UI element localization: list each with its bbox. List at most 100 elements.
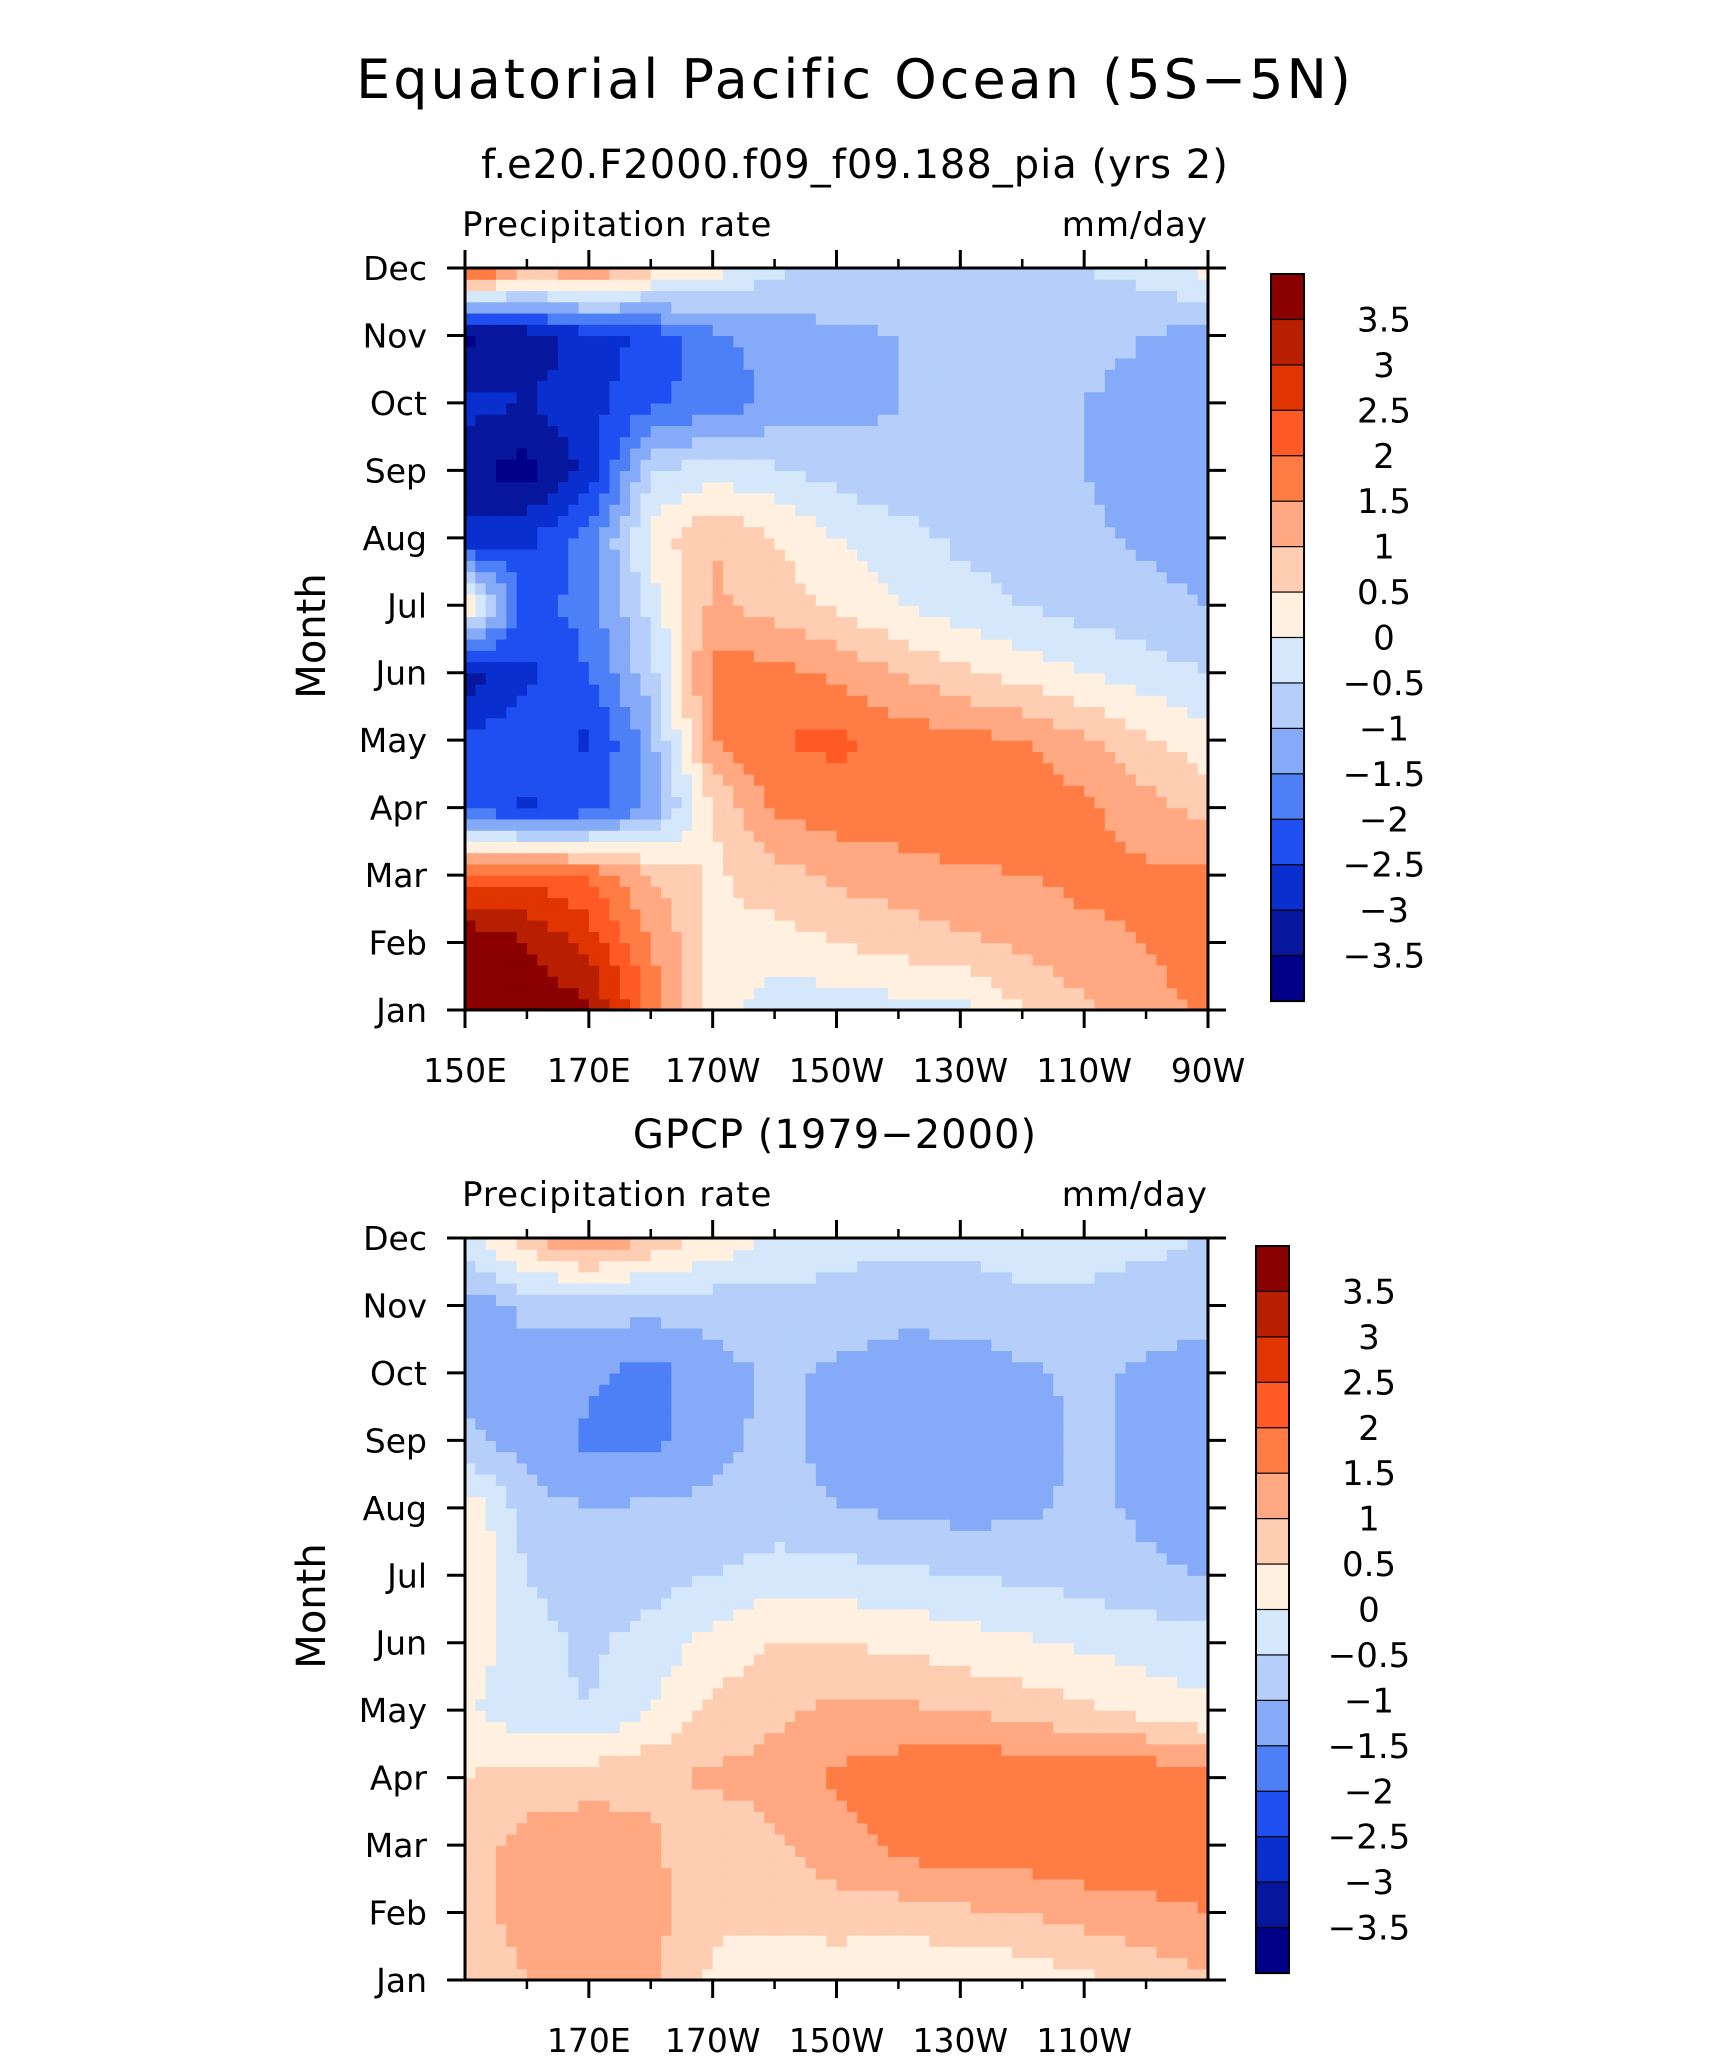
contour-cell <box>609 807 621 820</box>
contour-cell <box>1073 526 1085 539</box>
contour-cell <box>1022 605 1034 618</box>
contour-cell <box>991 908 1003 921</box>
contour-cell <box>568 807 580 820</box>
contour-cell <box>774 717 786 730</box>
contour-cell <box>960 773 972 786</box>
contour-cell <box>526 942 538 955</box>
contour-cell <box>1084 470 1096 483</box>
contour-cell <box>980 492 992 505</box>
contour-cell <box>671 841 683 854</box>
contour-cell <box>1115 582 1127 595</box>
contour-cell <box>650 357 662 370</box>
contour-cell <box>1094 875 1106 887</box>
contour-cell <box>950 830 961 842</box>
contour-cell <box>722 481 734 494</box>
contour-cell <box>1084 571 1096 584</box>
contour-cell <box>774 852 786 865</box>
contour-cell <box>970 526 982 539</box>
contour-cell <box>1156 639 1168 651</box>
contour-cell <box>1104 953 1116 966</box>
contour-cell <box>495 751 507 764</box>
contour-cell <box>609 841 621 854</box>
contour-cell <box>805 346 817 359</box>
contour-cell <box>1053 290 1065 303</box>
contour-cell <box>1032 515 1044 528</box>
contour-cell <box>919 717 930 730</box>
contour-cell <box>599 695 611 708</box>
contour-cell <box>1084 324 1096 337</box>
contour-cell <box>526 717 538 730</box>
contour-cell <box>743 863 755 876</box>
contour-cell <box>1135 841 1147 854</box>
contour-cell <box>939 965 951 977</box>
contour-cell <box>1053 987 1065 1000</box>
contour-cell <box>1156 852 1168 865</box>
contour-cell <box>908 683 920 696</box>
contour-cell <box>712 639 724 651</box>
contour-cell <box>702 470 714 483</box>
contour-cell <box>774 942 786 955</box>
contour-cell <box>877 706 889 719</box>
contour-cell <box>764 537 776 550</box>
contour-cell <box>753 796 765 809</box>
contour-cell <box>702 549 714 561</box>
contour-cell <box>1032 728 1044 741</box>
contour-cell <box>960 717 972 730</box>
contour-cell <box>475 324 487 337</box>
contour-cell <box>764 380 776 393</box>
contour-cell <box>661 290 672 303</box>
contour-cell <box>970 414 982 426</box>
colorbar-label: 1 <box>1373 528 1395 568</box>
contour-cell <box>619 526 631 539</box>
contour-cell <box>599 301 611 314</box>
contour-cell <box>795 683 807 696</box>
contour-cell <box>898 312 910 325</box>
contour-cell <box>495 582 507 595</box>
contour-cell <box>1032 492 1044 505</box>
contour-cell <box>1104 402 1116 415</box>
contour-cell <box>599 717 611 730</box>
contour-cell <box>836 402 848 415</box>
contour-cell <box>671 650 683 663</box>
contour-cell <box>1084 335 1096 348</box>
contour-cell <box>1115 312 1127 325</box>
contour-cell <box>702 807 714 820</box>
contour-cell <box>991 773 1003 786</box>
contour-cell <box>991 650 1003 663</box>
contour-cell <box>784 470 796 483</box>
contour-cell <box>599 324 611 337</box>
contour-cell <box>1094 942 1106 955</box>
contour-cell <box>733 582 745 595</box>
contour-cell <box>991 965 1003 977</box>
contour-cell <box>784 492 796 505</box>
contour-cell <box>506 1968 518 1981</box>
contour-cell <box>1197 987 1209 1000</box>
contour-cell <box>1166 706 1178 719</box>
contour-cell <box>681 976 693 989</box>
contour-cell <box>784 357 796 370</box>
contour-cell <box>939 841 951 854</box>
contour-cell <box>950 515 961 528</box>
contour-cell <box>650 447 662 460</box>
contour-cell <box>1187 908 1199 921</box>
contour-cell <box>495 920 507 932</box>
contour-cell <box>743 414 755 426</box>
contour-cell <box>722 492 734 505</box>
contour-cell <box>1032 965 1044 977</box>
contour-cell <box>908 549 920 561</box>
contour-cell <box>465 695 476 708</box>
contour-cell <box>599 470 611 483</box>
contour-cell <box>1032 841 1044 854</box>
contour-cell <box>465 807 476 820</box>
contour-cell <box>1022 582 1034 595</box>
contour-cell <box>588 369 600 382</box>
contour-cell <box>526 549 538 561</box>
contour-cell <box>1166 728 1178 741</box>
contour-cell <box>743 942 755 955</box>
contour-cell <box>991 672 1003 685</box>
contour-cell <box>805 908 817 921</box>
contour-cell <box>526 425 538 438</box>
contour-cell <box>661 357 672 370</box>
contour-cell <box>1001 492 1013 505</box>
contour-cell <box>1115 796 1127 809</box>
